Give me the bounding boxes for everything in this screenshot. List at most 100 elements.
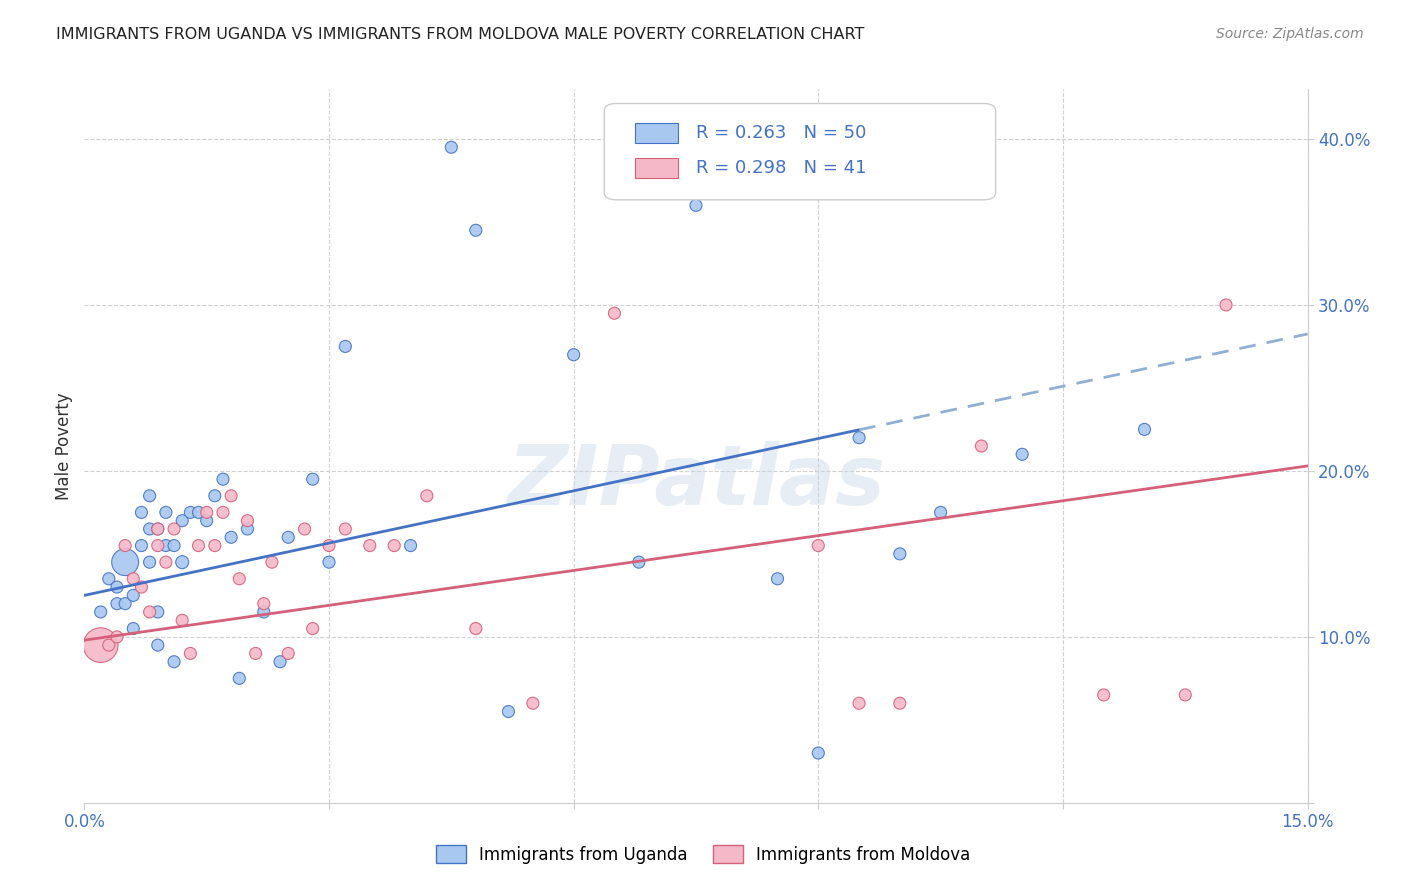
Point [138,555,160,569]
Y-axis label: Male Poverty: Male Poverty [55,392,73,500]
Text: R = 0.298   N = 41: R = 0.298 N = 41 [696,160,866,178]
Point [228,572,250,586]
Point [187,539,209,553]
Point [155,539,177,553]
Point [269,655,291,669]
Point [105,580,128,594]
Point [766,572,789,586]
Point [179,647,201,661]
Point [195,514,218,528]
Point [105,630,128,644]
Point [685,198,707,212]
Point [155,555,177,569]
Point [970,439,993,453]
Point [301,622,323,636]
Point [90,605,112,619]
Point [260,555,283,569]
Point [294,522,316,536]
Point [172,514,194,528]
Point [1092,688,1115,702]
Point [204,539,226,553]
Point [318,555,340,569]
Point [1011,447,1033,461]
Point [122,622,145,636]
Point [97,638,120,652]
Point [929,505,952,519]
Point [146,605,169,619]
Text: R = 0.263   N = 50: R = 0.263 N = 50 [696,124,866,142]
Text: ZIPatlas: ZIPatlas [508,442,884,522]
Point [131,539,153,553]
Point [163,522,186,536]
Point [131,580,153,594]
Point [889,547,911,561]
Point [464,622,486,636]
Point [212,505,235,519]
Point [122,572,145,586]
Point [382,539,405,553]
Point [146,539,169,553]
Point [138,605,160,619]
Point [163,655,186,669]
Point [318,539,340,553]
Point [212,472,235,486]
Point [228,671,250,685]
Point [335,522,357,536]
Point [807,746,830,760]
Point [1215,298,1237,312]
Point [138,489,160,503]
Point [138,522,160,536]
Point [603,306,626,320]
Point [204,489,226,503]
Point [807,539,830,553]
Point [848,696,870,710]
Point [1174,688,1197,702]
Point [146,522,169,536]
Point [146,638,169,652]
Point [219,530,242,544]
Point [90,638,112,652]
Point [114,597,136,611]
Point [301,472,323,486]
FancyBboxPatch shape [636,123,678,143]
Point [179,505,201,519]
Point [848,431,870,445]
Point [122,588,145,602]
FancyBboxPatch shape [605,103,995,200]
Point [522,696,544,710]
Point [1133,422,1156,436]
Point [155,505,177,519]
Point [335,339,357,353]
Point [253,597,276,611]
Text: IMMIGRANTS FROM UGANDA VS IMMIGRANTS FROM MOLDOVA MALE POVERTY CORRELATION CHART: IMMIGRANTS FROM UGANDA VS IMMIGRANTS FRO… [56,27,865,42]
Point [172,613,194,627]
Point [131,505,153,519]
Point [236,514,259,528]
Point [416,489,439,503]
Legend: Immigrants from Uganda, Immigrants from Moldova: Immigrants from Uganda, Immigrants from … [429,838,977,871]
Point [562,348,585,362]
Point [172,555,194,569]
Point [245,647,267,661]
Point [359,539,381,553]
Point [277,530,299,544]
Point [219,489,242,503]
Point [889,696,911,710]
Point [187,505,209,519]
Point [97,572,120,586]
Point [253,605,276,619]
FancyBboxPatch shape [636,159,678,178]
Point [277,647,299,661]
Point [464,223,486,237]
Point [105,597,128,611]
Point [163,539,186,553]
Point [627,555,650,569]
Point [114,555,136,569]
Point [440,140,463,154]
Text: Source: ZipAtlas.com: Source: ZipAtlas.com [1216,27,1364,41]
Point [195,505,218,519]
Point [236,522,259,536]
Point [114,539,136,553]
Point [399,539,422,553]
Point [146,522,169,536]
